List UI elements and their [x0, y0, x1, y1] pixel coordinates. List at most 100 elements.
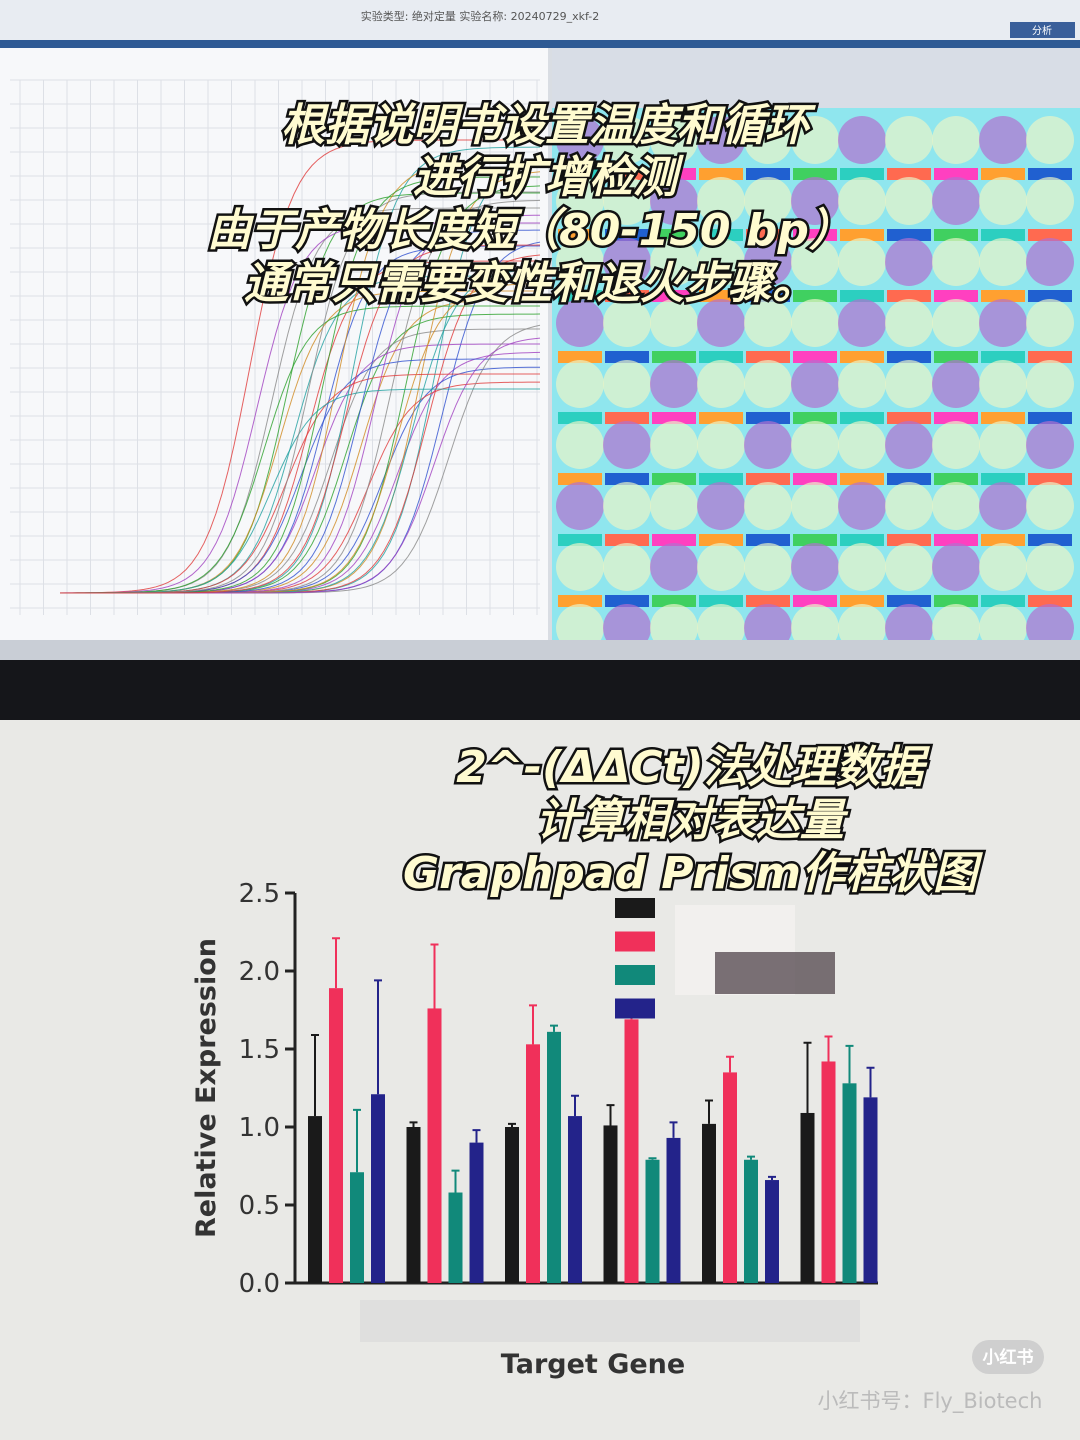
well: [932, 299, 980, 347]
bar: [406, 1127, 421, 1283]
blurred-legend-text: [715, 952, 835, 994]
well-label: [934, 168, 978, 180]
well: [885, 543, 933, 591]
well-label: [605, 168, 649, 180]
well: [791, 360, 839, 408]
overlay-text: 通常只需要变性和退火步骤。: [244, 258, 816, 309]
well: [791, 116, 839, 164]
well-label: [652, 168, 696, 180]
well: [697, 482, 745, 530]
well: [744, 360, 792, 408]
y-tick-label: 0.0: [239, 1269, 280, 1299]
well-label: [699, 412, 743, 424]
error-bar: [768, 1175, 776, 1181]
well-label: [1028, 229, 1072, 241]
well: [603, 543, 651, 591]
y-tick-label: 2.5: [239, 879, 280, 909]
well-label: [793, 229, 837, 241]
well: [650, 116, 698, 164]
error-bar: [606, 1104, 615, 1126]
well-label: [746, 290, 790, 302]
well-label: [605, 351, 649, 363]
overlay-text: 进行扩增检测: [413, 152, 684, 203]
well-label: [699, 595, 743, 607]
well: [838, 482, 886, 530]
well-label: [746, 229, 790, 241]
toolbar: [0, 40, 1080, 48]
well-label: [934, 595, 978, 607]
well: [791, 482, 839, 530]
well-label: [558, 473, 602, 485]
error-bar: [409, 1121, 418, 1127]
bar: [505, 1127, 519, 1283]
well: [1026, 177, 1074, 225]
y-tick-label: 1.5: [239, 1035, 280, 1065]
bar: [863, 1097, 878, 1283]
well-label: [558, 595, 602, 607]
status-bar: [0, 640, 1080, 660]
well: [603, 116, 651, 164]
well-label: [840, 595, 884, 607]
analyze-button[interactable]: [1010, 22, 1075, 38]
bar: [666, 1137, 681, 1283]
well: [838, 299, 886, 347]
well: [556, 360, 604, 408]
well: [650, 543, 698, 591]
well-label: [887, 290, 931, 302]
well-label: [934, 412, 978, 424]
bar: [765, 1180, 779, 1283]
plate-toolbar: [552, 48, 1080, 108]
well-label: [981, 595, 1025, 607]
y-tick-label: 2.0: [239, 957, 280, 987]
error-bar: [866, 1066, 875, 1098]
header-text: 实验类型: 绝对定量 实验名称: 20240729_xkf-2: [361, 9, 600, 23]
well: [650, 177, 698, 225]
amplification-curve: [60, 139, 540, 594]
well-label: [1028, 290, 1072, 302]
well-label: [605, 229, 649, 241]
well-label: [981, 290, 1025, 302]
well-label: [887, 351, 931, 363]
well: [791, 299, 839, 347]
well-label: [699, 290, 743, 302]
well-label: [652, 534, 696, 546]
well-label: [840, 534, 884, 546]
well: [650, 299, 698, 347]
well: [650, 360, 698, 408]
well: [603, 299, 651, 347]
bar: [744, 1159, 758, 1283]
well: [979, 238, 1027, 286]
error-bar: [311, 1033, 319, 1117]
well: [603, 360, 651, 408]
well: [979, 360, 1027, 408]
bar: [842, 1083, 857, 1283]
bar: [702, 1123, 716, 1283]
well: [603, 421, 651, 469]
bar: [308, 1116, 322, 1283]
overlay-text: 由于产物长度短（80-150 bp）: [207, 205, 853, 256]
well: [556, 482, 604, 530]
amplification-curve: [60, 244, 541, 594]
well: [838, 543, 886, 591]
well-label: [887, 412, 931, 424]
well: [744, 238, 792, 286]
overlay-text: 根据说明书设置温度和循环: [281, 100, 816, 151]
well-label: [840, 473, 884, 485]
well: [932, 116, 980, 164]
well-label: [840, 290, 884, 302]
y-tick-label: 0.5: [239, 1191, 280, 1221]
error-bar: [845, 1044, 854, 1084]
well-label: [652, 351, 696, 363]
well: [838, 116, 886, 164]
error-bar: [705, 1099, 713, 1124]
error-bar: [726, 1055, 734, 1073]
well: [603, 238, 651, 286]
error-bar: [430, 943, 439, 1009]
well-label: [1028, 351, 1072, 363]
well-label: [934, 290, 978, 302]
well-label: [699, 168, 743, 180]
well-label: [840, 351, 884, 363]
well-label: [887, 595, 931, 607]
well: [697, 299, 745, 347]
